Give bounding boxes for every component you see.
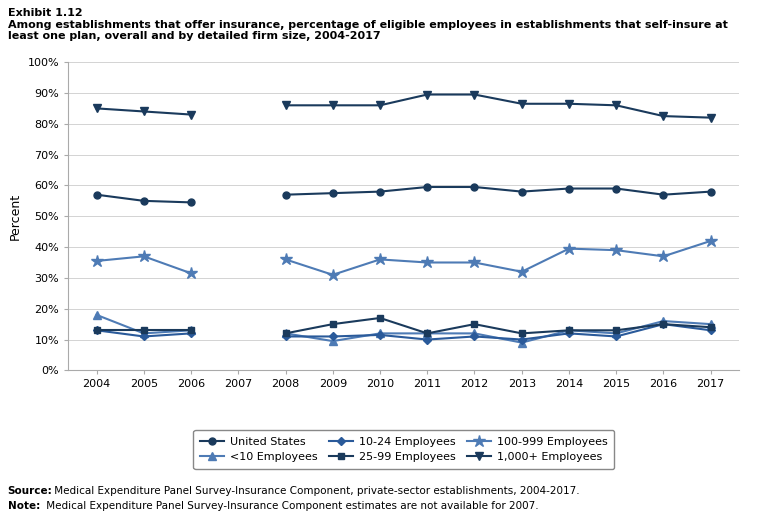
Text: Note:: Note: bbox=[8, 501, 40, 511]
Text: Among establishments that offer insurance, percentage of eligible employees in e: Among establishments that offer insuranc… bbox=[8, 20, 728, 41]
Text: Exhibit 1.12: Exhibit 1.12 bbox=[8, 8, 82, 18]
Text: Medical Expenditure Panel Survey-Insurance Component, private-sector establishme: Medical Expenditure Panel Survey-Insuran… bbox=[51, 486, 579, 496]
Y-axis label: Percent: Percent bbox=[9, 193, 22, 240]
Legend: United States, <10 Employees, 10-24 Employees, 25-99 Employees, 100-999 Employee: United States, <10 Employees, 10-24 Empl… bbox=[193, 430, 614, 469]
Text: Medical Expenditure Panel Survey-Insurance Component estimates are not available: Medical Expenditure Panel Survey-Insuran… bbox=[43, 501, 539, 511]
Text: Source:: Source: bbox=[8, 486, 52, 496]
